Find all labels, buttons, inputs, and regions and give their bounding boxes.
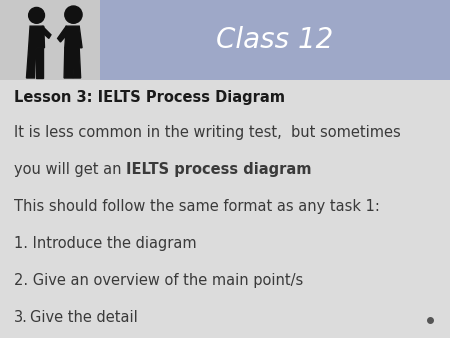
Text: Class 12: Class 12 [216,26,333,54]
Polygon shape [29,26,45,48]
Polygon shape [40,26,51,39]
Polygon shape [27,48,36,78]
Text: you will get an: you will get an [14,162,126,177]
Polygon shape [58,26,70,42]
Polygon shape [36,48,43,78]
Bar [0,0,105,80]
Circle shape [65,6,82,23]
Text: 1. Introduce the diagram: 1. Introduce the diagram [14,236,197,251]
Text: 2. Give an overview of the main point/s: 2. Give an overview of the main point/s [14,273,303,288]
Text: IELTS process diagram: IELTS process diagram [126,162,311,177]
Circle shape [29,7,45,23]
Polygon shape [72,48,81,78]
Text: It is less common in the writing test,  but sometimes: It is less common in the writing test, b… [14,125,401,140]
Text: Lesson 3: IELTS Process Diagram: Lesson 3: IELTS Process Diagram [14,90,285,105]
Bar [100,0,450,80]
Bar [0,0,100,80]
Text: 3.: 3. [14,310,28,325]
Text: This should follow the same format as any task 1:: This should follow the same format as an… [14,199,380,214]
Polygon shape [65,26,82,48]
Text: Give the detail: Give the detail [30,310,138,325]
Polygon shape [64,48,73,78]
